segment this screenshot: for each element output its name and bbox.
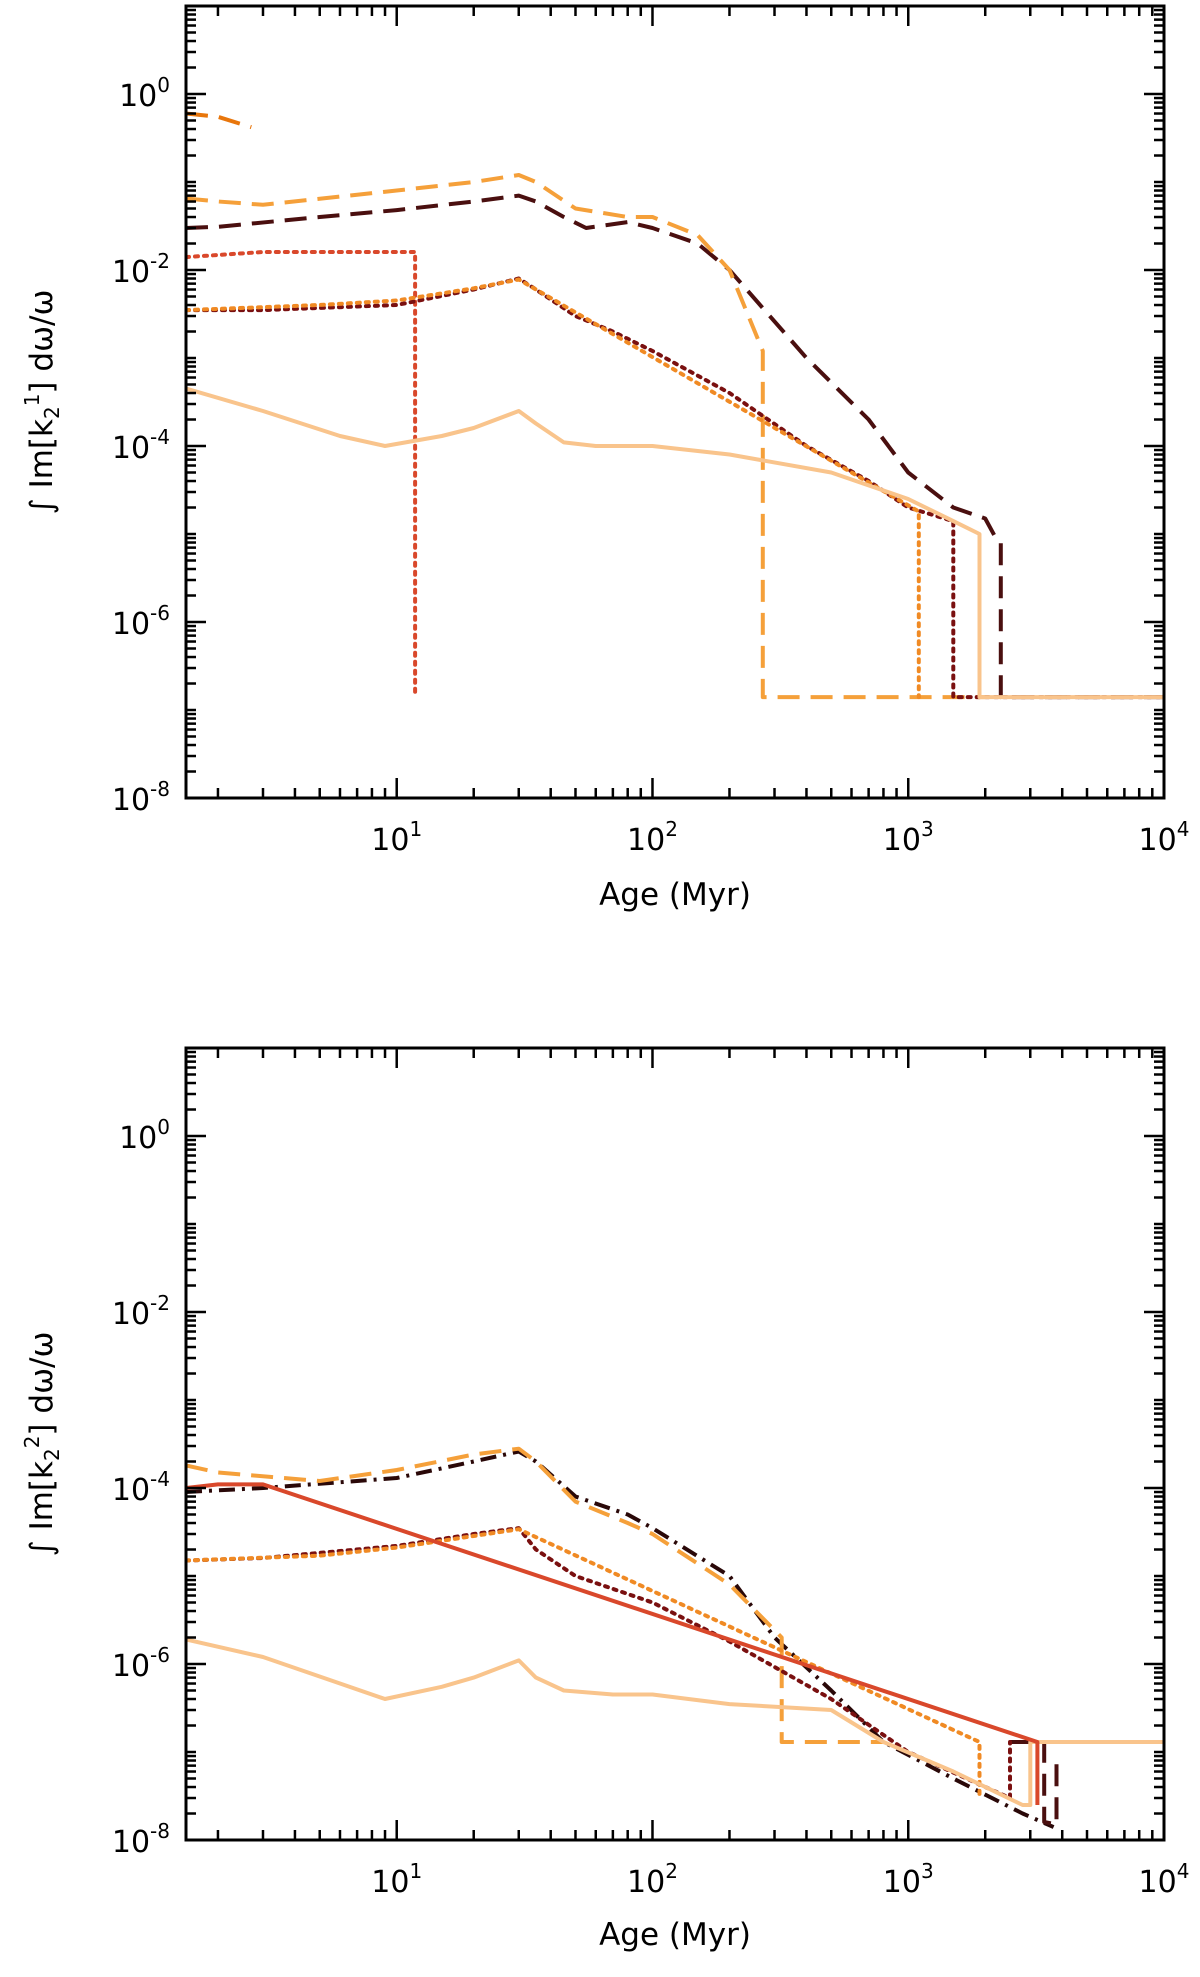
plot-frame <box>184 4 1166 800</box>
series-line-0 <box>186 1449 1055 1829</box>
x-tick-label: 103 <box>883 817 934 858</box>
y-tick-label: 10-4 <box>112 425 170 466</box>
series-group <box>186 1446 1164 1829</box>
y-tick-label: 10-6 <box>112 601 170 642</box>
series-line-1 <box>186 111 252 130</box>
x-tick-label: 102 <box>627 1859 678 1900</box>
y-tick-label: 100 <box>119 73 170 114</box>
series-line-5 <box>186 277 921 700</box>
y-tick-label: 10-2 <box>112 1291 170 1332</box>
series-line-1 <box>186 1446 884 1744</box>
series-line-0 <box>186 193 1164 700</box>
x-tick-label: 102 <box>627 817 678 858</box>
x-tick-label: 101 <box>371 817 422 858</box>
y-tick-label: 10-6 <box>112 1643 170 1684</box>
series-line-3 <box>186 1526 1012 1800</box>
y-tick-label: 10-4 <box>112 1467 170 1508</box>
series-line-6 <box>186 386 1164 700</box>
series-line-6 <box>186 1482 1040 1805</box>
y-axis-title: ∫ Im[k22] dω/ω <box>20 1332 64 1557</box>
panel-bottom: 101 102 103 104 100 10-2 10-4 10-6 10-8 Age (Myr)… <box>20 1046 1190 1953</box>
series-line-4 <box>186 1527 982 1800</box>
x-axis-title: Age (Myr) <box>599 877 751 913</box>
y-tick-label: 10-8 <box>112 1819 170 1860</box>
x-tick-label: 101 <box>371 1859 422 1900</box>
series-line-4 <box>186 276 1164 700</box>
series-group <box>186 111 1164 700</box>
panel-top: 101 102 103 104 100 10-2 10-4 10-6 10-8 Age (Myr)… <box>20 4 1190 913</box>
x-tick-label: 104 <box>1139 1859 1190 1900</box>
series-line-3 <box>186 250 418 700</box>
y-axis-title: ∫ Im[k21] dω/ω <box>20 290 64 515</box>
x-tick-label: 103 <box>883 1859 934 1900</box>
y-tick-label: 10-8 <box>112 777 170 818</box>
plot-frame <box>184 1046 1166 1842</box>
y-tick-label: 100 <box>119 1115 170 1156</box>
series-line-2 <box>1010 1740 1059 1827</box>
x-axis-title: Age (Myr) <box>599 1917 751 1953</box>
y-tick-label: 10-2 <box>112 249 170 290</box>
series-line-2 <box>186 173 986 700</box>
series-line-5 <box>186 1637 1164 1807</box>
x-tick-label: 104 <box>1139 817 1190 858</box>
